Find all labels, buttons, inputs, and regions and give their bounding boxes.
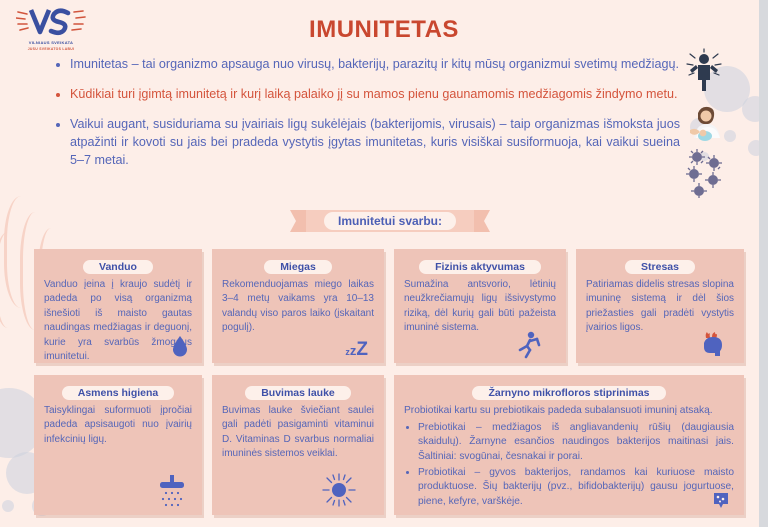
card-body: Patiriamas didelis stresas slopina imuni…	[586, 279, 734, 334]
vs-logo: VILNIAUS SVEIKATA JUSU SVEIKATOS LABUI	[15, 6, 86, 54]
card-miegas: Miegas Rekomenduojamas miego laikas 3–4 …	[212, 249, 384, 363]
card-title: Fizinis aktyvumas	[419, 260, 541, 274]
sleep-zzz-icon: zzZ	[345, 339, 368, 360]
section-ribbon-banner: Imunitetui svarbu:	[306, 210, 474, 232]
intro-bullet-text: Imunitetas – tai organizmo apsauga nuo v…	[70, 57, 679, 71]
bullet-dot-icon	[56, 63, 60, 67]
wave-line-decoration	[0, 232, 22, 328]
bubble-decoration	[2, 500, 14, 512]
water-drop-icon	[173, 336, 187, 357]
intro-bullet-item: Imunitetas – tai organizmo apsauga nuo v…	[56, 56, 680, 74]
card-title: Stresas	[625, 260, 695, 274]
gut-card-intro: Probiotikai kartu su prebiotikais padeda…	[404, 405, 713, 416]
card-body: Buvimas lauke šviečiant saulei gali padė…	[222, 405, 374, 460]
logo-tagline: JUSU SVEIKATOS LABUI	[27, 47, 75, 51]
intro-bullet-item: Vaikui augant, susiduriama su įvairiais …	[56, 116, 680, 170]
vs-logo-mark	[15, 8, 86, 36]
bullet-dot-icon	[56, 92, 60, 97]
bacteria-icon	[714, 493, 728, 508]
gut-card-list: Prebiotikai – medžiagos iš angliavandeni…	[418, 421, 734, 510]
card-body: Vanduo įeina į kraujo sudėtį ir padeda p…	[44, 279, 192, 362]
sun-icon	[322, 473, 356, 507]
intro-bullet-item: Kūdikiai turi įgimtą imunitetą ir kurį l…	[56, 86, 680, 104]
card-buvimas-lauke: Buvimas lauke Buvimas lauke šviečiant sa…	[212, 375, 384, 515]
card-title: Žarnyno mikrofloros stiprinimas	[472, 386, 666, 400]
shower-head-icon	[160, 475, 184, 507]
page-edge-strip	[759, 0, 768, 527]
card-body: Sumažina antsvorio, lėtinių neužkrečiamų…	[404, 279, 556, 334]
card-zarnyno-mikrofloros-stiprinimas: Žarnyno mikrofloros stiprinimas Probioti…	[394, 375, 744, 515]
card-title: Miegas	[264, 260, 332, 274]
card-title: Vanduo	[83, 260, 153, 274]
card-asmens-higiena: Asmens higiena Taisyklingai suformuoti į…	[34, 375, 202, 515]
logo-subtitle: VILNIAUS SVEIKATA	[28, 40, 74, 45]
card-title: Buvimas lauke	[245, 386, 351, 400]
card-stresas: Stresas Patiriamas didelis stresas slopi…	[576, 249, 744, 363]
shielded-person-icon	[686, 48, 722, 91]
section-ribbon-label: Imunitetui svarbu:	[323, 212, 456, 230]
card-fizinis-aktyvumas: Fizinis aktyvumas Sumažina antsvorio, lė…	[394, 249, 566, 363]
gut-card-list-item: Prebiotikai – medžiagos iš angliavandeni…	[418, 421, 734, 465]
page-title: IMUNITETAS	[309, 16, 459, 43]
stressed-head-icon	[704, 332, 722, 356]
card-vanduo: Vanduo Vanduo įeina į kraujo sudėtį ir p…	[34, 249, 202, 363]
wave-line-decoration	[4, 196, 38, 308]
card-title-wrap: Vanduo	[44, 257, 192, 275]
card-title-wrap: Buvimas lauke	[222, 383, 374, 401]
card-title: Asmens higiena	[61, 386, 175, 400]
card-title-wrap: Fizinis aktyvumas	[404, 257, 556, 275]
intro-bullet-list: Imunitetas – tai organizmo apsauga nuo v…	[56, 56, 680, 181]
gut-card-list-item: Probiotikai – gyvos bakterijos, randamos…	[418, 466, 734, 510]
running-person-icon	[518, 331, 541, 359]
card-title-wrap: Miegas	[222, 257, 374, 275]
breastfeeding-mother-icon	[690, 106, 720, 141]
intro-bullet-text: Kūdikiai turi įgimtą imunitetą ir kurį l…	[70, 86, 678, 101]
bullet-dot-icon	[56, 122, 60, 127]
intro-bullet-text: Vaikui augant, susiduriama su įvairiais …	[70, 116, 680, 167]
card-body: Probiotikai kartu su prebiotikais padeda…	[404, 404, 734, 510]
virus-particles-icon	[686, 149, 722, 198]
card-body: Rekomenduojamas miego laikas 3–4 metų va…	[222, 279, 374, 334]
card-title-wrap: Asmens higiena	[44, 383, 192, 401]
card-body: Taisyklingai suformuoti įpročiai padeda …	[44, 405, 192, 445]
card-title-wrap: Stresas	[586, 257, 734, 275]
card-title-wrap: Žarnyno mikrofloros stiprinimas	[404, 383, 734, 401]
